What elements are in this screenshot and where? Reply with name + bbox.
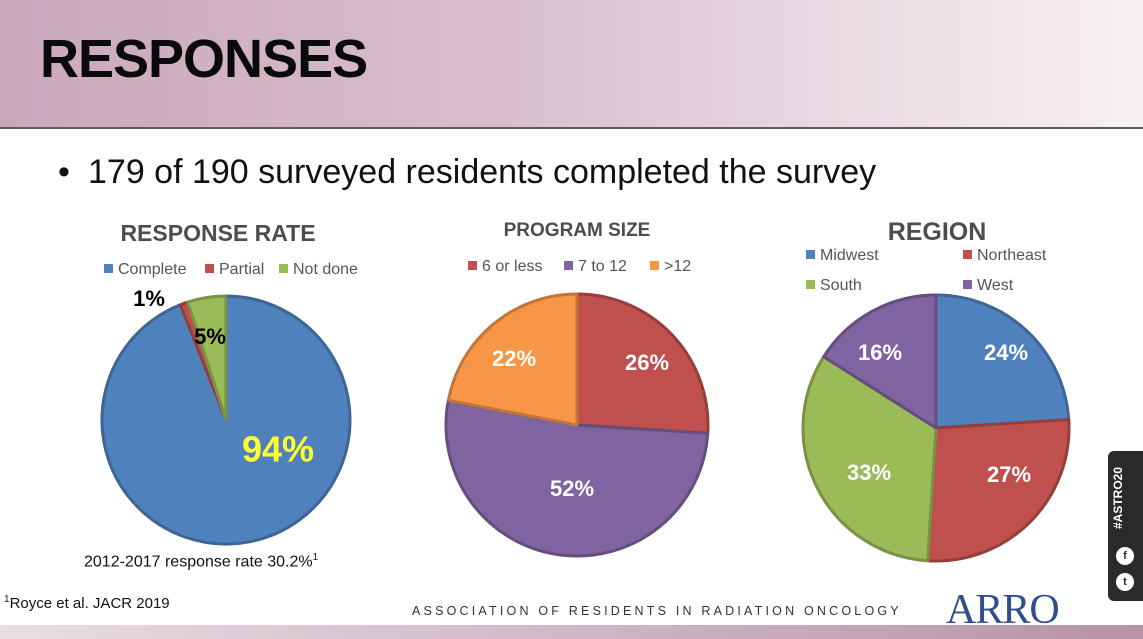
legend-label: Northeast [977,247,1047,264]
association-name: ASSOCIATION OF RESIDENTS IN RADIATION ON… [412,604,902,618]
pie-slice-not-done [186,294,228,422]
pie-data-label: 24% [984,340,1028,365]
legend-swatch [806,280,815,289]
legend-swatch [963,280,972,289]
pie-data-label: 22% [492,346,536,371]
footer-bar [0,625,1143,639]
chart-title-response-rate: RESPONSE RATE [120,220,316,246]
arro-logo: ARRO [946,587,1060,633]
legend-label: 7 to 12 [578,258,627,275]
legend-item-complete: Complete [104,261,186,279]
facebook-icon[interactable]: f [1116,547,1134,565]
legend-item-south: South [806,277,862,295]
legend-label: South [820,277,862,294]
pie-slice-northeast [926,418,1071,563]
legend-swatch [650,261,659,270]
chart-title-region: REGION [887,218,987,246]
legend-label: Partial [219,261,265,278]
legend-item-partial: Partial [205,261,264,279]
bullet-dot: • [58,153,70,191]
pie-data-label: 1% [133,286,165,311]
legend-swatch [205,264,214,273]
pie-slice-6-or-less [575,292,710,435]
legend-label: Not done [293,261,358,278]
legend-swatch [806,250,815,259]
pie-slice-midwest [934,293,1071,430]
legend-item-not-done: Not done [279,261,358,279]
pie-data-label: 94% [242,429,314,470]
chart-title-program-size: PROGRAM SIZE [503,220,651,241]
slide-title: RESPONSES [40,29,368,89]
legend-label: 6 or less [482,258,543,275]
hashtag-label: #ASTRO20 [1111,466,1125,530]
response-rate-note-sup: 1 [312,552,319,563]
pie-data-label: 26% [625,350,669,375]
bullet-point: • 179 of 190 surveyed residents completed… [58,153,876,192]
pie-data-label: 52% [550,476,594,501]
pie-data-label: 16% [858,340,902,365]
footnote-sup: 1 [4,594,10,605]
response-rate-note: 2012-2017 response rate 30.2%1 [84,552,318,571]
bullet-text: 179 of 190 surveyed residents completed … [88,153,877,191]
legend-item-west: West [963,277,1013,295]
pie-slice-west [822,293,938,430]
slide-header: RESPONSES [0,0,1143,129]
pie-slice-12 [446,292,579,427]
legend-item-over-12: >12 [650,258,691,276]
legend-swatch [468,261,477,270]
response-rate-note-text: 2012-2017 response rate 30.2% [84,553,313,571]
footnote: 1Royce et al. JACR 2019 [4,594,170,612]
pie-data-label: 33% [847,460,891,485]
legend-item-midwest: Midwest [806,247,879,265]
legend-label: West [977,277,1014,294]
legend-item-northeast: Northeast [963,247,1046,265]
legend-swatch [963,250,972,259]
twitter-icon[interactable]: t [1116,573,1134,591]
pie-data-label: 27% [987,462,1031,487]
footnote-text: Royce et al. JACR 2019 [9,595,170,612]
legend-item-6-or-less: 6 or less [468,258,542,276]
legend-swatch [279,264,288,273]
legend-swatch [104,264,113,273]
legend-label: Midwest [820,247,879,264]
pie-slice-7-to-12 [444,398,710,558]
legend-label: Complete [118,261,187,278]
legend-label: >12 [664,258,692,275]
legend-swatch [564,261,573,270]
social-media-badge: #ASTRO20 f t [1108,451,1143,601]
pie-data-label: 5% [194,324,226,349]
legend-item-7-to-12: 7 to 12 [564,258,627,276]
